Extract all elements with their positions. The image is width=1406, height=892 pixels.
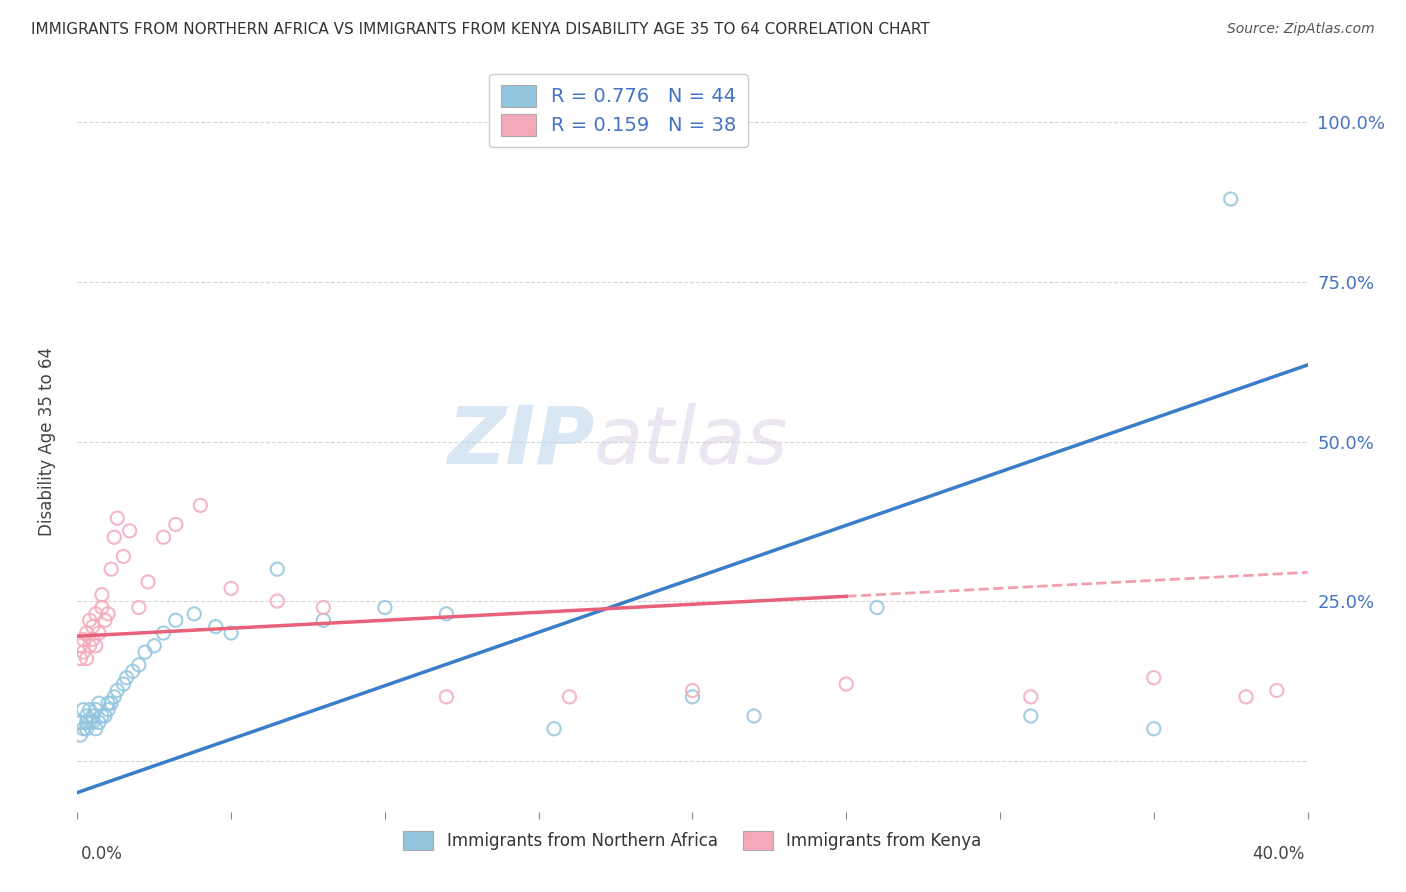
Point	[90, 588, 114, 602]
Point	[76, 651, 98, 665]
Point	[312, 600, 335, 615]
Point	[742, 709, 765, 723]
Point	[84, 639, 107, 653]
Point	[121, 665, 143, 679]
Point	[143, 639, 166, 653]
Point	[374, 600, 396, 615]
Point	[84, 722, 107, 736]
Point	[165, 517, 187, 532]
Point	[76, 626, 98, 640]
Point	[100, 562, 122, 576]
Text: 40.0%: 40.0%	[1253, 845, 1305, 863]
Point	[103, 690, 125, 704]
Text: IMMIGRANTS FROM NORTHERN AFRICA VS IMMIGRANTS FROM KENYA DISABILITY AGE 35 TO 64: IMMIGRANTS FROM NORTHERN AFRICA VS IMMIG…	[31, 22, 929, 37]
Point	[105, 511, 128, 525]
Point	[82, 715, 104, 730]
Point	[128, 600, 150, 615]
Point	[165, 613, 187, 627]
Point	[87, 626, 110, 640]
Point	[90, 600, 114, 615]
Point	[118, 524, 141, 538]
Point	[79, 703, 101, 717]
Point	[100, 696, 122, 710]
Point	[134, 645, 156, 659]
Point	[69, 715, 91, 730]
Point	[152, 530, 174, 544]
Point	[682, 690, 704, 704]
Point	[136, 574, 159, 589]
Point	[72, 722, 94, 736]
Point	[115, 671, 138, 685]
Point	[69, 728, 91, 742]
Point	[204, 619, 226, 633]
Point	[97, 607, 120, 621]
Point	[69, 651, 91, 665]
Point	[1219, 192, 1241, 206]
Point	[1143, 722, 1166, 736]
Point	[82, 709, 104, 723]
Legend: Immigrants from Northern Africa, Immigrants from Kenya: Immigrants from Northern Africa, Immigra…	[396, 825, 988, 856]
Point	[79, 715, 101, 730]
Y-axis label: Disability Age 35 to 64: Disability Age 35 to 64	[38, 347, 56, 536]
Point	[76, 709, 98, 723]
Point	[84, 703, 107, 717]
Point	[87, 715, 110, 730]
Point	[266, 562, 288, 576]
Point	[97, 703, 120, 717]
Point	[835, 677, 858, 691]
Point	[105, 683, 128, 698]
Point	[866, 600, 889, 615]
Point	[219, 582, 242, 596]
Point	[682, 683, 704, 698]
Point	[188, 499, 212, 513]
Point	[82, 632, 104, 647]
Point	[97, 696, 120, 710]
Point	[1019, 690, 1042, 704]
Text: ZIP: ZIP	[447, 402, 595, 481]
Point	[72, 645, 94, 659]
Text: Source: ZipAtlas.com: Source: ZipAtlas.com	[1227, 22, 1375, 37]
Point	[72, 703, 94, 717]
Point	[112, 549, 135, 564]
Point	[183, 607, 205, 621]
Point	[79, 613, 101, 627]
Point	[266, 594, 288, 608]
Point	[94, 709, 117, 723]
Point	[84, 607, 107, 621]
Point	[76, 715, 98, 730]
Point	[312, 613, 335, 627]
Point	[112, 677, 135, 691]
Point	[90, 709, 114, 723]
Point	[1019, 709, 1042, 723]
Point	[69, 639, 91, 653]
Point	[558, 690, 581, 704]
Point	[103, 530, 125, 544]
Point	[436, 607, 458, 621]
Point	[94, 613, 117, 627]
Point	[436, 690, 458, 704]
Point	[82, 619, 104, 633]
Point	[87, 696, 110, 710]
Point	[543, 722, 565, 736]
Point	[1265, 683, 1288, 698]
Point	[72, 632, 94, 647]
Point	[128, 657, 150, 672]
Point	[76, 722, 98, 736]
Point	[219, 626, 242, 640]
Text: 0.0%: 0.0%	[80, 845, 122, 863]
Point	[1234, 690, 1257, 704]
Point	[1143, 671, 1166, 685]
Point	[79, 639, 101, 653]
Text: atlas: atlas	[595, 402, 789, 481]
Point	[152, 626, 174, 640]
